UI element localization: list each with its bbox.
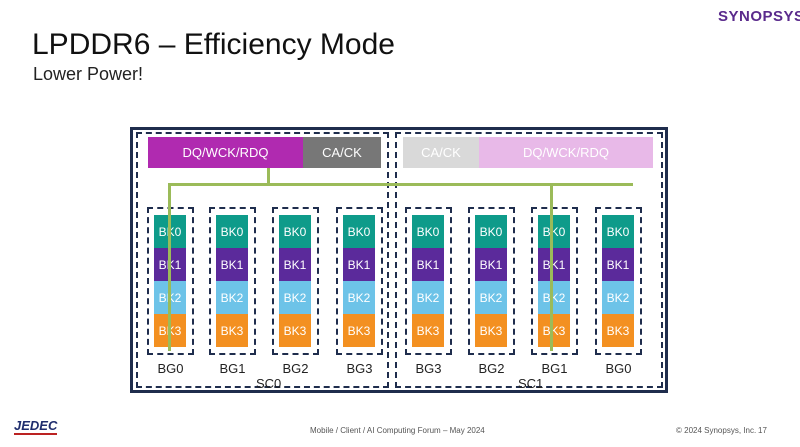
slide-subtitle: Lower Power!: [33, 64, 144, 84]
synopsys-logo: SYNOPSYS: [718, 8, 800, 25]
bank: BK2: [343, 281, 375, 314]
bank-group-sc0-3: [336, 207, 383, 355]
bank: BK1: [216, 248, 248, 281]
bank: BK1: [602, 248, 634, 281]
footer-copyright: © 2024 Synopsys, Inc.: [676, 426, 757, 435]
bank: BK2: [602, 281, 634, 314]
bank: BK1: [538, 248, 570, 281]
bus-stub: [267, 168, 270, 186]
bank-group-sc1-0: [405, 207, 452, 355]
bank: BK2: [538, 281, 570, 314]
bank: BK0: [343, 215, 375, 248]
bank-group-label: BG0: [605, 361, 632, 376]
bank: BK1: [343, 248, 375, 281]
bank-group-label: BG0: [157, 361, 184, 376]
bank-group-label: BG3: [415, 361, 442, 376]
bus-drop-sc1-bg1: [550, 183, 553, 351]
sc0-dq-bar: DQ/WCK/RDQ: [148, 137, 303, 168]
bank: BK3: [343, 314, 375, 347]
sc0-label: SC0: [256, 376, 282, 391]
bank-group-sc0-2: [272, 207, 319, 355]
bank: BK3: [475, 314, 507, 347]
sc1-ca-bar: CA/CK: [403, 137, 479, 168]
bank: BK1: [279, 248, 311, 281]
bank-group-sc0-1: [209, 207, 256, 355]
bank: BK3: [279, 314, 311, 347]
bank-group-sc1-3: [595, 207, 642, 355]
bank: BK3: [538, 314, 570, 347]
sc1-label: SC1: [518, 376, 544, 391]
channel-box: [130, 127, 668, 393]
bank: BK1: [412, 248, 444, 281]
bank-group-sc1-1: [468, 207, 515, 355]
bank: BK2: [216, 281, 248, 314]
sc0-box: [136, 132, 389, 388]
bank: BK0: [538, 215, 570, 248]
bank: BK0: [216, 215, 248, 248]
sc0-ca-bar: CA/CK: [303, 137, 381, 168]
bank-group-label: BG1: [219, 361, 246, 376]
bank-group-label: BG2: [478, 361, 505, 376]
bank: BK2: [279, 281, 311, 314]
bank: BK3: [412, 314, 444, 347]
sc1-dq-bar: DQ/WCK/RDQ: [479, 137, 653, 168]
jedec-logo: JEDEC: [14, 418, 58, 435]
bank: BK2: [412, 281, 444, 314]
page-number: 17: [758, 426, 767, 435]
bank: BK1: [475, 248, 507, 281]
bank-group-label: BG2: [282, 361, 309, 376]
slide-title: LPDDR6 – Efficiency Mode: [32, 28, 395, 61]
footer-event: Mobile / Client / AI Computing Forum – M…: [310, 426, 485, 435]
bank: BK3: [216, 314, 248, 347]
bank: BK0: [602, 215, 634, 248]
bank: BK3: [602, 314, 634, 347]
bank: BK0: [279, 215, 311, 248]
bank: BK2: [475, 281, 507, 314]
bank: BK0: [412, 215, 444, 248]
bank-group-sc1-2: [531, 207, 578, 355]
bank-group-label: BG3: [346, 361, 373, 376]
bus-drop-sc0-bg0: [168, 183, 171, 351]
bus-line: [168, 183, 633, 186]
bank-group-label: BG1: [541, 361, 568, 376]
bank: BK0: [475, 215, 507, 248]
sc1-box: [395, 132, 663, 388]
